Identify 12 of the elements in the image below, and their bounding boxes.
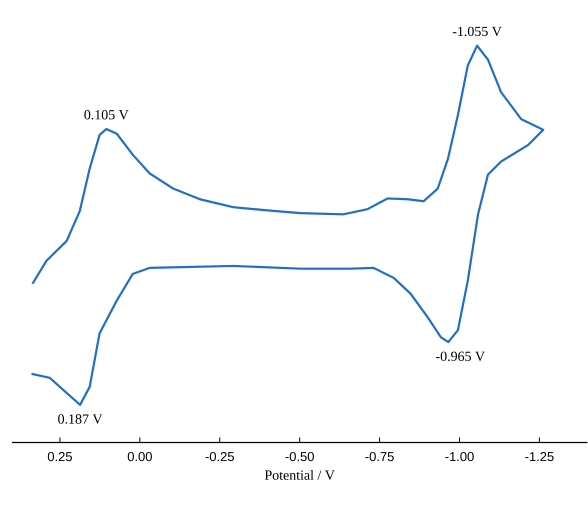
x-tick-label: -1.25: [525, 452, 554, 461]
x-tick-label: -0.75: [365, 452, 394, 461]
x-axis-title: Potential / V: [264, 470, 335, 480]
annotation: -0.965 V: [436, 351, 485, 361]
x-tick-label: -0.50: [286, 452, 314, 461]
x-tick-label: -0.25: [206, 452, 234, 461]
annotation: 0.187 V: [58, 414, 102, 424]
x-tick-label: -1.00: [445, 452, 474, 461]
annotation: 0.105 V: [84, 110, 129, 120]
annotation: -1.055 V: [452, 26, 502, 36]
x-tick-label: 0.25: [48, 452, 72, 461]
x-tick-label: 0.00: [128, 452, 152, 461]
